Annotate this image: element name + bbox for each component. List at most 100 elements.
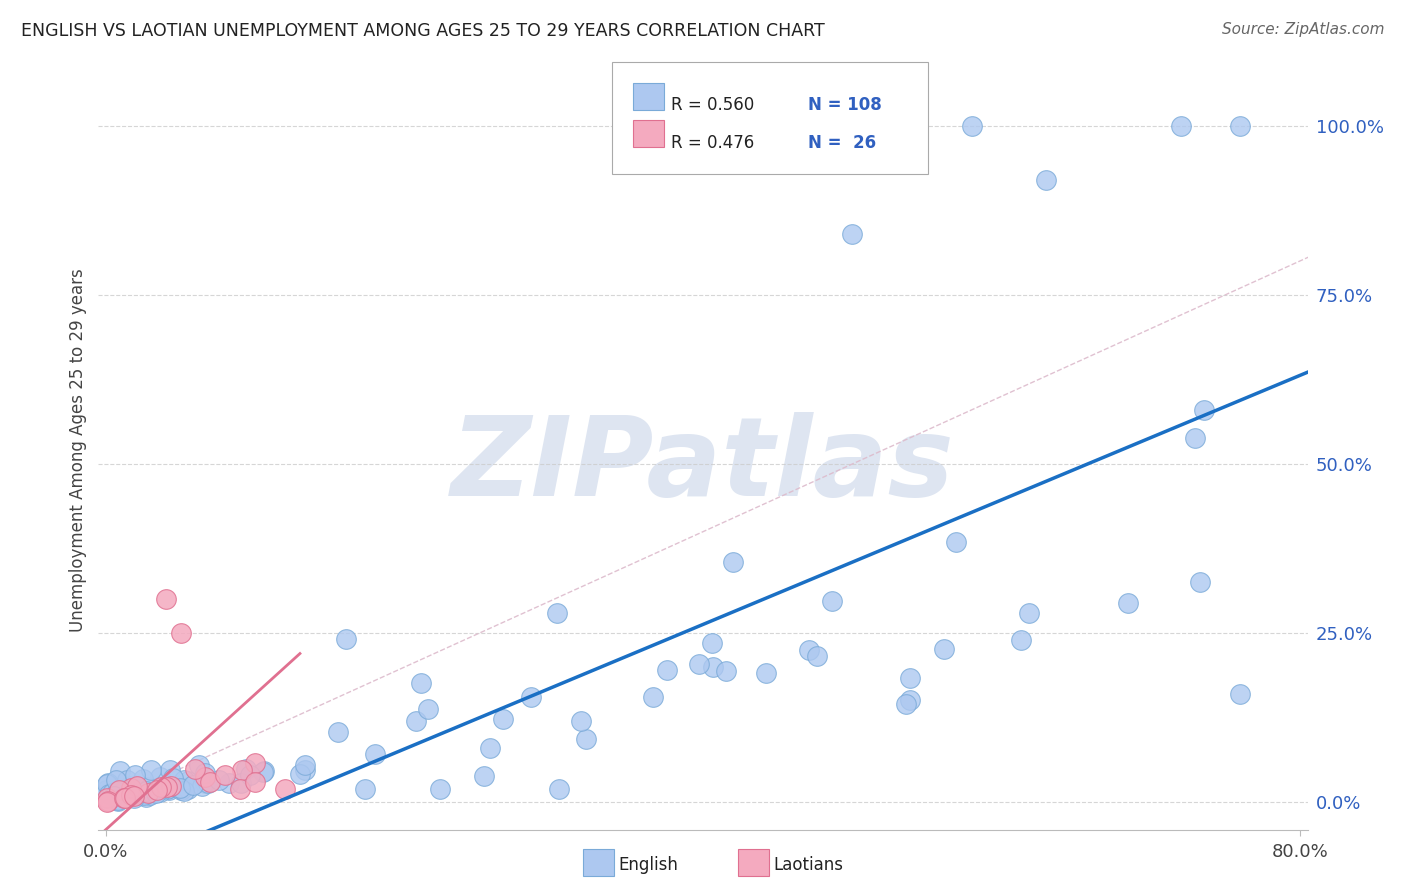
Point bbox=[132, 787, 155, 801]
Point bbox=[149, 785, 172, 799]
Point bbox=[104, 772, 127, 787]
Point bbox=[108, 783, 131, 797]
Text: Laotians: Laotians bbox=[773, 856, 844, 874]
Point bbox=[156, 780, 179, 794]
Point bbox=[429, 781, 451, 796]
Point bbox=[799, 643, 821, 657]
Point bbox=[641, 690, 664, 705]
Point bbox=[229, 776, 252, 790]
Point bbox=[252, 764, 274, 779]
Point bbox=[1018, 606, 1040, 620]
Point bbox=[107, 793, 129, 807]
Text: ZIPatlas: ZIPatlas bbox=[451, 412, 955, 519]
Point bbox=[157, 781, 180, 796]
Point bbox=[110, 786, 132, 800]
Point bbox=[1192, 403, 1215, 417]
Point bbox=[146, 783, 169, 797]
Point bbox=[112, 790, 135, 805]
Text: Source: ZipAtlas.com: Source: ZipAtlas.com bbox=[1222, 22, 1385, 37]
Point bbox=[194, 766, 217, 780]
Point bbox=[1116, 596, 1139, 610]
Point bbox=[115, 772, 138, 787]
Point bbox=[714, 664, 737, 678]
Point bbox=[96, 795, 118, 809]
Point bbox=[149, 780, 172, 794]
Point bbox=[117, 780, 139, 794]
Point bbox=[900, 671, 922, 685]
Point bbox=[155, 592, 177, 607]
Point bbox=[894, 697, 917, 711]
Point bbox=[105, 793, 128, 807]
Point bbox=[160, 780, 183, 794]
Point bbox=[194, 776, 217, 790]
Point bbox=[96, 777, 118, 791]
Point bbox=[173, 772, 195, 787]
Point bbox=[243, 775, 266, 789]
Point bbox=[229, 781, 252, 796]
Text: N = 108: N = 108 bbox=[808, 96, 882, 114]
Point bbox=[177, 782, 200, 797]
Text: N =  26: N = 26 bbox=[808, 134, 876, 152]
Point bbox=[200, 775, 222, 789]
Point bbox=[945, 534, 967, 549]
Point bbox=[184, 762, 207, 776]
Point bbox=[124, 768, 146, 782]
Point bbox=[141, 764, 163, 778]
Point bbox=[120, 780, 142, 795]
Point bbox=[120, 789, 142, 803]
Point bbox=[96, 782, 118, 797]
Point bbox=[193, 770, 215, 784]
Point bbox=[243, 756, 266, 770]
Point bbox=[235, 762, 257, 776]
Point bbox=[491, 712, 513, 726]
Point bbox=[702, 636, 724, 650]
Point bbox=[1010, 632, 1032, 647]
Point bbox=[131, 772, 153, 786]
Point bbox=[172, 781, 194, 796]
Point bbox=[136, 780, 159, 795]
Text: English: English bbox=[619, 856, 679, 874]
Point bbox=[326, 725, 349, 739]
Point bbox=[105, 785, 128, 799]
Point bbox=[721, 555, 744, 569]
Point bbox=[96, 775, 118, 789]
Text: R = 0.560: R = 0.560 bbox=[671, 96, 754, 114]
Point bbox=[101, 786, 124, 800]
Point bbox=[132, 788, 155, 802]
Point bbox=[575, 731, 598, 746]
Point bbox=[101, 789, 124, 803]
Point bbox=[1189, 575, 1212, 590]
Point bbox=[354, 781, 377, 796]
Point bbox=[156, 781, 179, 796]
Point bbox=[1229, 687, 1251, 701]
Point bbox=[520, 690, 543, 705]
Point bbox=[546, 606, 568, 620]
Point bbox=[139, 788, 162, 802]
Point bbox=[169, 626, 191, 640]
Text: ENGLISH VS LAOTIAN UNEMPLOYMENT AMONG AGES 25 TO 29 YEARS CORRELATION CHART: ENGLISH VS LAOTIAN UNEMPLOYMENT AMONG AG… bbox=[21, 22, 825, 40]
Point bbox=[135, 789, 157, 804]
Point bbox=[253, 764, 276, 779]
Point bbox=[218, 776, 240, 790]
Point bbox=[294, 763, 316, 777]
Point bbox=[103, 789, 125, 803]
Point bbox=[657, 663, 679, 677]
Point bbox=[145, 786, 167, 800]
Point bbox=[173, 783, 195, 797]
Point bbox=[97, 794, 120, 808]
Y-axis label: Unemployment Among Ages 25 to 29 years: Unemployment Among Ages 25 to 29 years bbox=[69, 268, 87, 632]
Point bbox=[162, 771, 184, 785]
Point bbox=[191, 779, 214, 793]
Point bbox=[288, 766, 311, 780]
Point bbox=[960, 119, 983, 133]
Point bbox=[806, 648, 828, 663]
Point bbox=[239, 768, 262, 782]
Point bbox=[98, 787, 121, 801]
Point bbox=[157, 783, 180, 797]
Point bbox=[197, 776, 219, 790]
Point bbox=[821, 593, 844, 607]
Point bbox=[479, 741, 502, 756]
Point bbox=[107, 787, 129, 801]
Point bbox=[898, 693, 921, 707]
Point bbox=[688, 657, 710, 672]
